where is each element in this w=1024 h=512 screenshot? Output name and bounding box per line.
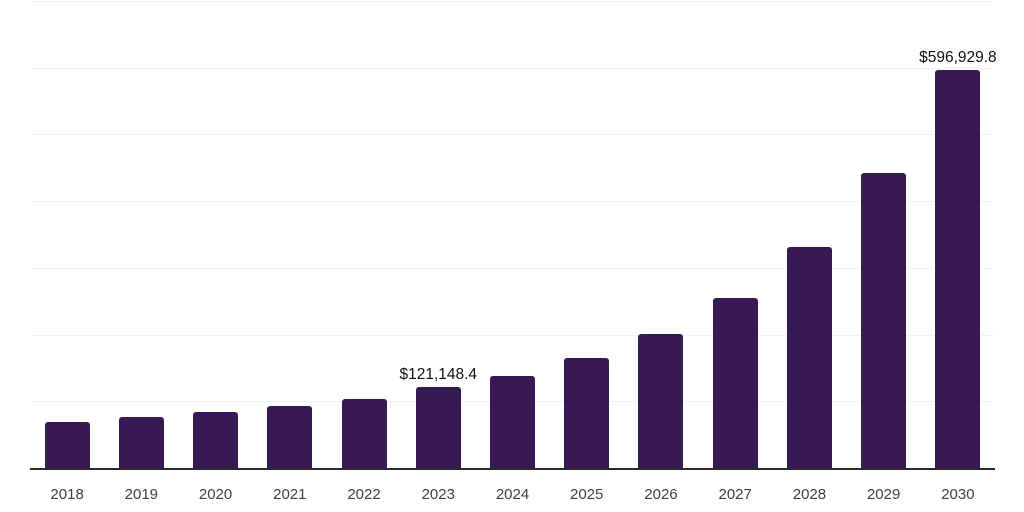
x-axis-line [30,467,995,470]
bar [341,398,387,468]
x-axis-label: 2028 [792,486,827,503]
x-axis-label: 2027 [718,486,752,503]
x-axis-label: 2030 [941,486,975,503]
x-axis-label: 2021 [273,486,307,503]
bar [638,333,684,468]
bar [712,297,758,468]
bar [415,387,461,468]
x-axis-label: 2024 [495,486,530,503]
x-axis-label: 2022 [347,486,381,503]
x-axis-label: 2023 [421,486,455,503]
bar [861,173,907,468]
x-axis-label: 2026 [644,486,678,503]
value-label: $121,148.4 [399,366,478,384]
x-axis-label: 2025 [570,486,604,503]
value-label: $596,929.8 [919,48,997,66]
bar [267,405,313,468]
gridline [30,201,995,203]
bar [118,417,164,468]
gridline [30,334,995,336]
bar [935,69,981,468]
bar [564,358,610,468]
x-axis-label: 2029 [866,486,901,503]
gridline [30,134,995,136]
gridline [30,267,995,269]
x-axis-label: 2019 [124,486,159,503]
bar [193,411,239,468]
x-axis-label: 2020 [198,486,233,503]
gridline [30,67,995,69]
x-axis-label: 2018 [50,486,84,503]
bar [44,422,90,468]
bar [490,375,535,468]
gridline [30,1,995,2]
bar [786,246,832,468]
